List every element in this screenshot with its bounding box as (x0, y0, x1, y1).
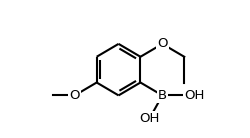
Text: O: O (70, 89, 80, 102)
Text: O: O (157, 37, 168, 50)
Text: B: B (158, 89, 167, 102)
Text: OH: OH (139, 112, 160, 125)
Text: OH: OH (184, 89, 204, 102)
